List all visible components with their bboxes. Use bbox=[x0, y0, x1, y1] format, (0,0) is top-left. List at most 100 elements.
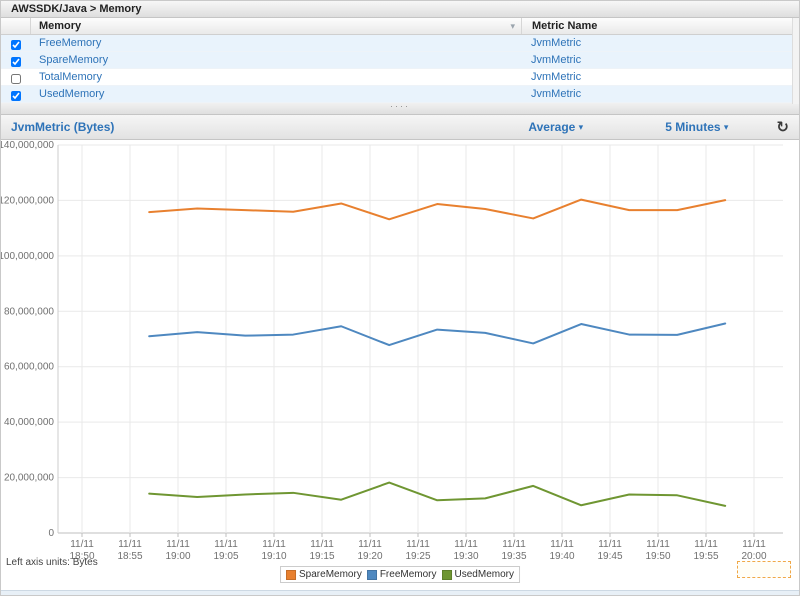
metrics-chart: 0 20,000,000 40,000,000 60,000,000 80,000,00… bbox=[0, 140, 799, 568]
metric-row-TotalMemory[interactable]: TotalMemory JvmMetric bbox=[1, 69, 799, 86]
breadcrumb-text: AWSSDK/Java > Memory bbox=[11, 3, 142, 15]
x-axis-date-label: 11/11 bbox=[742, 539, 766, 550]
y-axis-label: 120,000,000 bbox=[1, 195, 54, 206]
x-axis-time-label: 19:00 bbox=[165, 551, 190, 562]
sort-dropdown-icon[interactable]: ▾ bbox=[510, 21, 515, 31]
y-axis-label: 20,000,000 bbox=[4, 473, 54, 484]
legend-label: SpareMemory bbox=[299, 569, 362, 580]
x-axis-time-label: 19:50 bbox=[645, 551, 670, 562]
y-axis-label: 0 bbox=[48, 528, 54, 539]
metric-rows: FreeMemory JvmMetric SpareMemory JvmMetric T… bbox=[1, 35, 799, 103]
chart-legend: SpareMemory FreeMemory UsedMemory bbox=[280, 566, 520, 583]
legend-label: FreeMemory bbox=[379, 569, 437, 580]
resize-grip-icon: ···· bbox=[390, 101, 410, 111]
legend-item-UsedMemory: UsedMemory bbox=[441, 569, 514, 580]
statistic-dropdown-value: Average bbox=[528, 120, 576, 134]
jvm-metric-link[interactable]: JvmMetric bbox=[531, 88, 582, 100]
y-axis-label: 80,000,000 bbox=[4, 306, 54, 317]
chart-body: 0 20,000,000 40,000,000 60,000,000 80,000,00… bbox=[0, 140, 799, 595]
memory-cell: UsedMemory bbox=[31, 86, 521, 102]
x-axis-time-label: 19:55 bbox=[693, 551, 718, 562]
statistic-dropdown[interactable]: Average ▾ bbox=[528, 120, 583, 134]
line-chart-svg: 0 20,000,000 40,000,000 60,000,000 80,000,00… bbox=[0, 140, 783, 562]
x-axis-date-label: 11/11 bbox=[502, 539, 526, 550]
x-axis-date-label: 11/11 bbox=[406, 539, 430, 550]
jvm-metric-link[interactable]: JvmMetric bbox=[531, 37, 582, 49]
series-line-FreeMemory bbox=[148, 322, 727, 347]
legend-item-SpareMemory: SpareMemory bbox=[286, 569, 362, 580]
x-axis-time-label: 19:25 bbox=[405, 551, 430, 562]
memory-cell: SpareMemory bbox=[31, 52, 521, 68]
metric-row-FreeMemory[interactable]: FreeMemory JvmMetric bbox=[1, 35, 799, 52]
checkbox-cell bbox=[1, 86, 31, 102]
metric-cell: JvmMetric bbox=[521, 69, 799, 85]
metric-name-link[interactable]: TotalMemory bbox=[39, 71, 102, 83]
metric-name-column-label: Metric Name bbox=[532, 20, 598, 32]
metric-row-SpareMemory[interactable]: SpareMemory JvmMetric bbox=[1, 52, 799, 69]
metric-cell: JvmMetric bbox=[521, 35, 799, 51]
checkbox-column-header bbox=[1, 18, 31, 34]
x-axis-time-label: 20:00 bbox=[741, 551, 766, 562]
metric-row-UsedMemory[interactable]: UsedMemory JvmMetric bbox=[1, 86, 799, 103]
checkbox-cell bbox=[1, 52, 31, 68]
memory-cell: FreeMemory bbox=[31, 35, 521, 51]
x-axis-date-label: 11/11 bbox=[310, 539, 334, 550]
legend-swatch-icon bbox=[441, 569, 452, 580]
checkbox-SpareMemory[interactable] bbox=[11, 56, 21, 67]
x-axis-time-label: 19:40 bbox=[549, 551, 574, 562]
checkbox-TotalMemory[interactable] bbox=[11, 73, 21, 84]
breadcrumb: AWSSDK/Java > Memory bbox=[1, 1, 799, 18]
period-dropdown-value: 5 Minutes bbox=[665, 120, 721, 134]
metric-table: Memory ▾ Metric Name FreeMemory JvmMetric… bbox=[1, 18, 799, 104]
jvm-metric-link[interactable]: JvmMetric bbox=[531, 54, 582, 66]
chart-panel-header: JvmMetric (Bytes) Average ▾ 5 Minutes ▾ … bbox=[1, 115, 799, 140]
legend-label: UsedMemory bbox=[454, 569, 514, 580]
metric-name-link[interactable]: FreeMemory bbox=[39, 37, 102, 49]
legend-swatch-icon bbox=[366, 569, 377, 580]
panel-footer-strip bbox=[1, 590, 799, 595]
checkbox-UsedMemory[interactable] bbox=[11, 90, 21, 101]
x-axis-date-label: 11/11 bbox=[358, 539, 382, 550]
checkbox-cell bbox=[1, 35, 31, 51]
metric-cell: JvmMetric bbox=[521, 52, 799, 68]
y-axis-label: 140,000,000 bbox=[1, 140, 54, 151]
x-axis-date-label: 11/11 bbox=[646, 539, 670, 550]
x-axis-date-label: 11/11 bbox=[598, 539, 622, 550]
memory-column-header[interactable]: Memory ▾ bbox=[31, 18, 521, 34]
x-axis-time-label: 19:10 bbox=[261, 551, 286, 562]
panel-resize-handle[interactable]: ···· bbox=[1, 101, 799, 115]
memory-column-label: Memory bbox=[39, 20, 82, 32]
legend-item-FreeMemory: FreeMemory bbox=[366, 569, 437, 580]
chevron-down-icon: ▾ bbox=[578, 122, 584, 132]
x-axis-date-label: 11/11 bbox=[166, 539, 190, 550]
checkbox-FreeMemory[interactable] bbox=[11, 39, 21, 50]
table-scrollbar-track[interactable] bbox=[792, 18, 799, 104]
checkbox-cell bbox=[1, 69, 31, 85]
period-dropdown[interactable]: 5 Minutes ▾ bbox=[665, 120, 728, 134]
x-axis-time-label: 19:30 bbox=[453, 551, 478, 562]
x-axis-date-label: 11/11 bbox=[550, 539, 574, 550]
x-axis-time-label: 19:45 bbox=[597, 551, 622, 562]
memory-cell: TotalMemory bbox=[31, 69, 521, 85]
axis-units-note: Left axis units: Bytes bbox=[6, 557, 98, 568]
series-line-UsedMemory bbox=[148, 481, 727, 507]
metric-name-link[interactable]: UsedMemory bbox=[39, 88, 105, 100]
x-axis-date-label: 11/11 bbox=[262, 539, 286, 550]
metric-name-link[interactable]: SpareMemory bbox=[39, 54, 109, 66]
selection-drop-target[interactable] bbox=[737, 561, 791, 578]
x-axis-time-label: 19:35 bbox=[501, 551, 526, 562]
legend-swatch-icon bbox=[286, 569, 297, 580]
jvm-metric-link[interactable]: JvmMetric bbox=[531, 71, 582, 83]
x-axis-date-label: 11/11 bbox=[118, 539, 142, 550]
x-axis-date-label: 11/11 bbox=[214, 539, 238, 550]
y-axis-label: 60,000,000 bbox=[4, 362, 54, 373]
x-axis-time-label: 19:20 bbox=[357, 551, 382, 562]
chevron-down-icon: ▾ bbox=[723, 122, 729, 132]
x-axis-time-label: 19:15 bbox=[309, 551, 334, 562]
series-line-SpareMemory bbox=[148, 198, 727, 221]
y-axis-label: 40,000,000 bbox=[4, 417, 54, 428]
metric-name-column-header[interactable]: Metric Name bbox=[521, 18, 799, 34]
y-axis-label: 100,000,000 bbox=[1, 251, 54, 262]
refresh-icon[interactable]: ↻ bbox=[776, 118, 789, 136]
